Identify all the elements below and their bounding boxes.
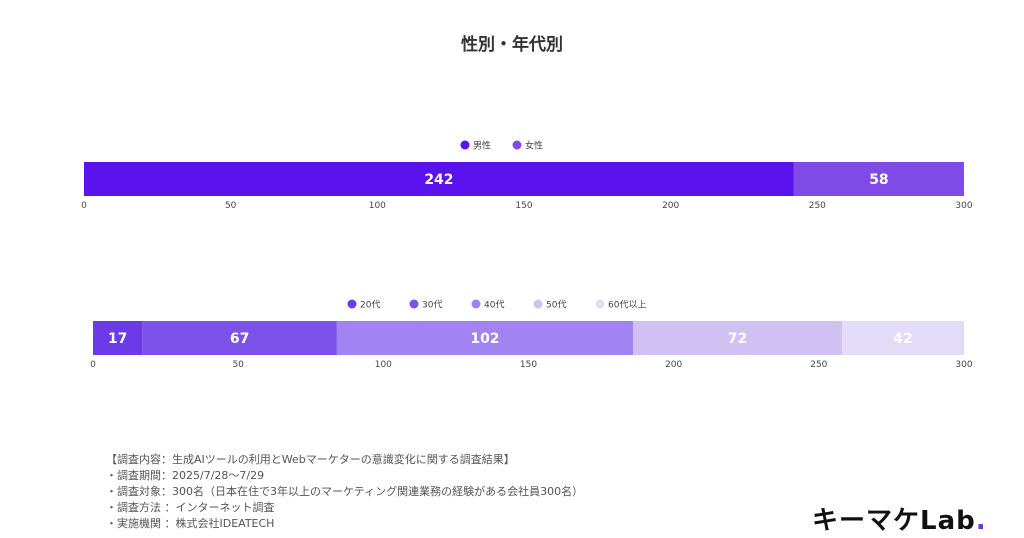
tick-label: 0 [81, 201, 87, 211]
legend-label: 50代 [546, 300, 566, 311]
data-label: 67 [230, 331, 249, 347]
tick-label: 150 [515, 201, 532, 211]
legend-label: 20代 [360, 300, 380, 311]
legend-label: 60代以上 [608, 300, 646, 311]
data-label: 102 [470, 331, 499, 347]
notes-line: ・実施機関 ：株式会社IDEATECH [106, 517, 275, 530]
bar-segment [84, 162, 794, 196]
bar-segment [793, 162, 964, 196]
stacked-bar-charts: 男性 女性 242 58 0 50 100 150 200 250 300 20代 30代 40代 50代 6… [81, 140, 973, 371]
legend-label: 30代 [422, 300, 442, 311]
bar-segment [633, 321, 843, 355]
bar-segment [842, 321, 964, 355]
logo-text: キーマケLab [812, 506, 976, 536]
data-label: 42 [893, 331, 912, 347]
legend-marker [409, 299, 419, 309]
page-title: 性別・年代別 [461, 35, 563, 55]
notes-line: 【調査内容：生成AIツールの利用とWebマーケターの意識変化に関する調査結果】 [106, 453, 515, 466]
tick-label: 100 [375, 360, 392, 370]
bar-segment [93, 321, 143, 355]
data-label: 17 [108, 331, 127, 347]
tick-label: 50 [232, 360, 244, 370]
tick-label: 0 [90, 360, 96, 370]
notes-line: ・調査対象：300名（日本在住で3年以上のマーケティング関連業務の経験がある会社… [106, 485, 584, 498]
data-label: 58 [869, 172, 888, 188]
tick-label: 200 [665, 360, 682, 370]
notes-line: ・調査期間：2025/7/28〜7/29 [106, 469, 265, 482]
tick-label: 250 [809, 201, 826, 211]
legend-marker [512, 140, 522, 150]
legend-label: 女性 [525, 140, 543, 152]
legend-marker [460, 140, 470, 150]
legend-marker [347, 299, 357, 309]
legend-label: 男性 [473, 140, 491, 152]
legend-marker [533, 299, 543, 309]
data-label: 72 [728, 331, 747, 347]
legend-label: 40代 [484, 300, 504, 311]
tick-label: 300 [955, 360, 972, 370]
brand-logo: キーマケLab. [812, 500, 987, 537]
legend-marker [471, 299, 481, 309]
tick-label: 250 [810, 360, 827, 370]
notes-line: ・調査方法 ：インターネット調査 [106, 501, 275, 514]
bar-segment [336, 321, 634, 355]
tick-label: 300 [955, 201, 972, 211]
tick-label: 200 [662, 201, 679, 211]
survey-notes: 【調査内容：生成AIツールの利用とWebマーケターの意識変化に関する調査結果】 … [106, 452, 583, 532]
logo-dot: . [975, 506, 987, 536]
tick-label: 100 [369, 201, 386, 211]
bar-segment [142, 321, 337, 355]
legend-marker [595, 299, 605, 309]
data-label: 242 [424, 172, 453, 188]
tick-label: 50 [225, 201, 237, 211]
tick-label: 150 [520, 360, 537, 370]
